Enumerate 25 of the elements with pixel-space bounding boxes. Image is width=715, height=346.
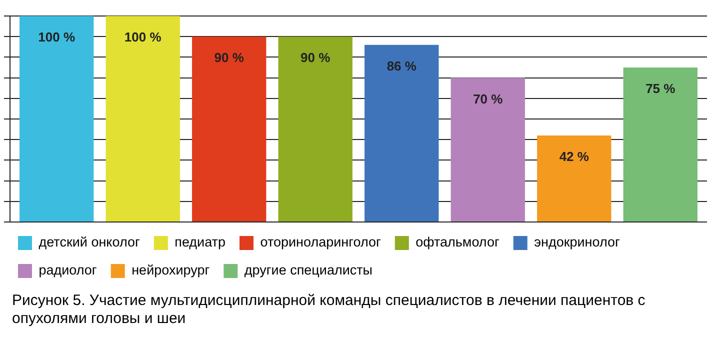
bar xyxy=(106,16,180,222)
text: Рисунок 5. Участие мультидисциплинарной команды специалистов в лечении пациентов с опухолями головы и шеи xyxy=(12,292,646,328)
legend-label: детский онколог xyxy=(38,234,140,250)
bar xyxy=(192,36,266,222)
bar xyxy=(450,78,525,222)
data-label: 100 % xyxy=(124,30,162,45)
bar xyxy=(278,36,352,222)
bar xyxy=(623,68,698,222)
bar xyxy=(20,16,94,222)
legend-label: оториноларинголог xyxy=(260,234,381,250)
legend-label: педиатр xyxy=(174,234,226,250)
data-label: 70 % xyxy=(473,91,504,106)
data-label: 100 % xyxy=(38,30,76,45)
legend-label: другие специалисты xyxy=(244,262,373,278)
bar xyxy=(537,135,612,222)
legend-label: радиолог xyxy=(38,262,97,278)
legend-label: эндокринолог xyxy=(534,234,620,250)
data-label: 42 % xyxy=(559,149,590,164)
legend-label: нейрохирург xyxy=(132,262,210,278)
data-label: 90 % xyxy=(300,50,331,66)
bar xyxy=(364,44,439,222)
data-label: 90 % xyxy=(214,50,244,66)
legend-label: офтальмолог xyxy=(416,234,500,250)
data-label: 75 % xyxy=(646,81,676,96)
data-label: 86 % xyxy=(386,58,417,74)
